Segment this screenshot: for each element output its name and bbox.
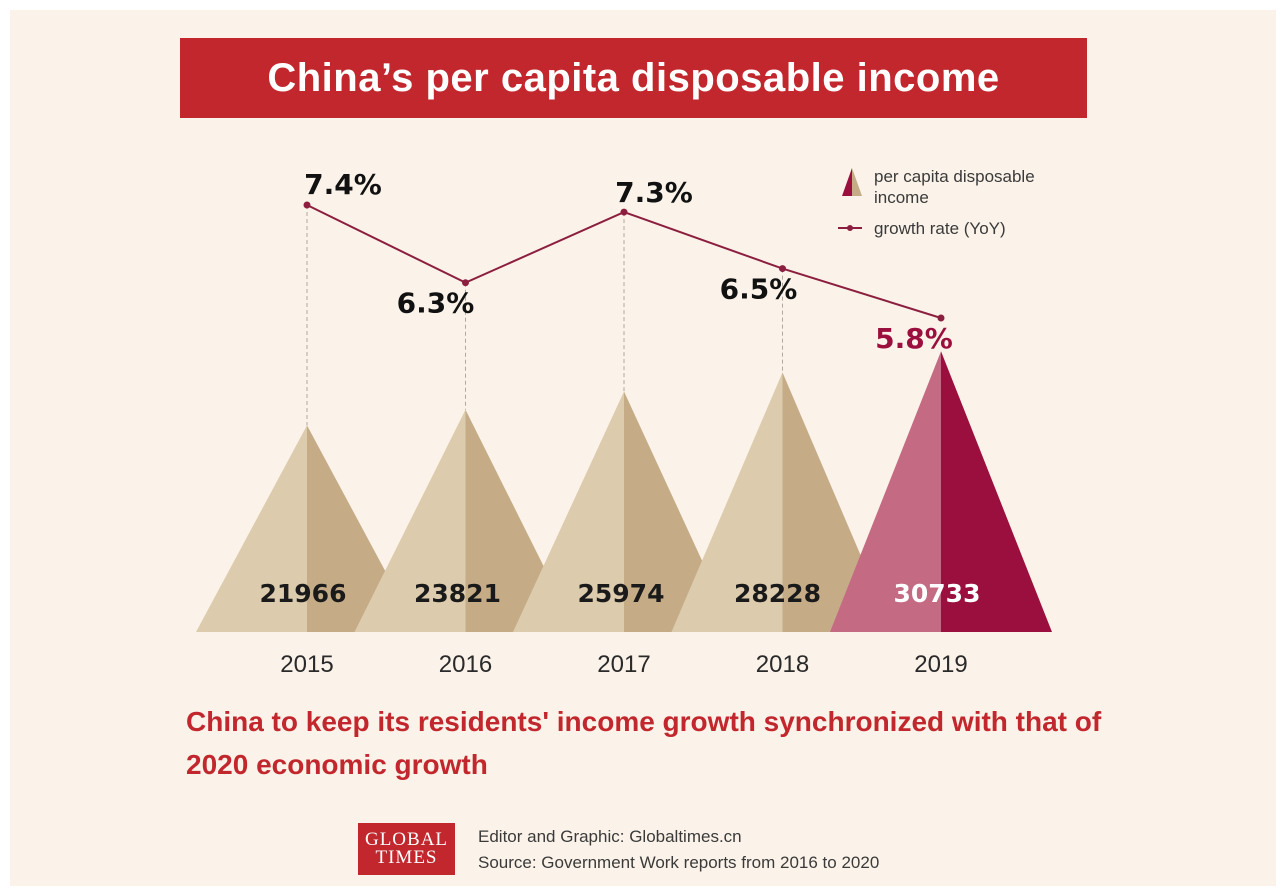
legend-income-label: per capita disposable: [874, 167, 1035, 186]
global-times-logo: GLOBAL TIMES: [358, 823, 455, 875]
income-label: 21966: [260, 579, 347, 608]
growth-label: 6.3%: [397, 287, 475, 320]
year-label: 2019: [914, 651, 967, 678]
title-banner: China’s per capita disposable income: [180, 38, 1087, 118]
year-label: 2017: [597, 651, 650, 678]
growth-point: [937, 314, 945, 322]
growth-point: [462, 279, 469, 287]
income-bar-left: [354, 409, 466, 632]
income-label: 23821: [414, 579, 501, 608]
legend-growth-label: growth rate (YoY): [874, 219, 1006, 238]
income-bar-left: [513, 391, 624, 632]
growth-point: [779, 265, 786, 273]
year-label: 2015: [280, 651, 333, 678]
year-label: 2016: [439, 651, 492, 678]
income-bar-left: [196, 425, 307, 632]
growth-point: [303, 201, 311, 209]
legend: per capita disposable income growth rate…: [838, 167, 1035, 238]
income-label: 30733: [894, 579, 981, 608]
income-bar-left: [671, 372, 783, 632]
year-label: 2018: [756, 651, 809, 678]
editor-credit: Editor and Graphic: Globaltimes.cn: [478, 827, 742, 846]
growth-label: 6.5%: [720, 273, 798, 306]
credits: Editor and Graphic: Globaltimes.cn Sourc…: [478, 824, 879, 876]
income-label: 28228: [734, 579, 821, 608]
legend-income-label-2: income: [874, 188, 929, 207]
legend-growth-marker: [847, 225, 853, 231]
logo-line-2: TIMES: [375, 847, 438, 868]
legend-income-swatch: [842, 168, 852, 196]
growth-label: 5.8%: [875, 322, 953, 355]
subtitle: China to keep its residents' income grow…: [186, 706, 1102, 780]
income-label: 25974: [578, 579, 665, 608]
growth-label: 7.3%: [615, 176, 693, 209]
income-bar-left: [830, 351, 941, 632]
chart-title: China’s per capita disposable income: [267, 55, 1000, 100]
logo-line-1: GLOBAL: [364, 829, 449, 850]
income-bar-right: [941, 351, 1052, 632]
growth-point: [620, 208, 628, 216]
growth-label: 7.4%: [304, 168, 382, 201]
source-credit: Source: Government Work reports from 201…: [478, 853, 880, 872]
legend-income-swatch-right: [852, 168, 862, 196]
